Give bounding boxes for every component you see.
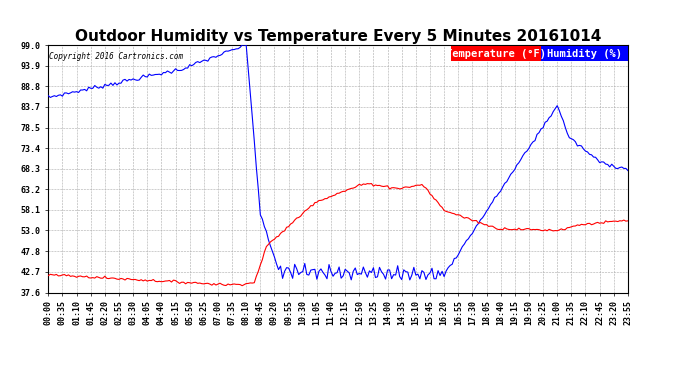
FancyBboxPatch shape: [541, 46, 628, 61]
Title: Outdoor Humidity vs Temperature Every 5 Minutes 20161014: Outdoor Humidity vs Temperature Every 5 …: [75, 29, 601, 44]
FancyBboxPatch shape: [451, 46, 541, 61]
Text: Humidity (%): Humidity (%): [547, 49, 622, 58]
Text: Copyright 2016 Cartronics.com: Copyright 2016 Cartronics.com: [50, 53, 184, 62]
Text: Temperature (°F): Temperature (°F): [446, 49, 546, 58]
